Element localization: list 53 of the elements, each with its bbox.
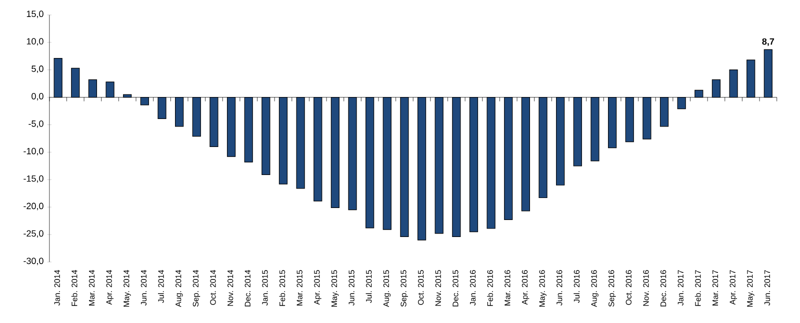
x-tick-label: May. 2014: [124, 270, 131, 307]
x-tick-label: Apr. 2014: [106, 270, 114, 305]
x-tick-label: Jun. 2014: [140, 270, 147, 306]
x-tick-label: Jan. 2016: [470, 270, 476, 306]
x-tick-label: Mar. 2017: [712, 270, 718, 306]
x-tick-label: Mar. 2016: [504, 270, 510, 306]
x-tick-label: Jan. 2015: [262, 270, 268, 306]
x-tick-label: Sep. 2015: [400, 270, 408, 307]
x-tick-label: Mar. 2015: [296, 270, 302, 306]
y-tick-label: -5,0: [28, 120, 44, 128]
y-tick-label: -15,0: [24, 175, 44, 183]
y-tick-label: 5,0: [32, 66, 44, 73]
y-tick-label: -30,0: [24, 258, 44, 266]
x-tick-label: Jul. 2016: [574, 270, 580, 303]
data-label: 8,7: [762, 38, 774, 46]
x-tick-label: May. 2016: [539, 270, 546, 307]
x-tick-label: Sep. 2016: [608, 270, 616, 307]
x-tick-label: Oct. 2016: [626, 270, 632, 305]
x-tick-label: Apr. 2017: [730, 270, 737, 305]
x-tick-label: Dec. 2014: [244, 270, 250, 306]
x-tick-label: Feb. 2016: [487, 270, 493, 306]
x-tick-label: Apr. 2016: [522, 270, 530, 305]
x-tick-label: Dec. 2016: [660, 270, 666, 306]
y-tick-label: 0,0: [32, 93, 44, 100]
y-tick-label: 10,0: [26, 38, 44, 46]
y-tick-label: -10,0: [24, 148, 44, 156]
x-tick-label: Feb. 2015: [279, 270, 286, 306]
x-tick-label: Aug. 2015: [383, 270, 391, 307]
x-tick-label: Jan. 2014: [54, 270, 60, 306]
x-tick-label: Jan. 2017: [678, 270, 684, 306]
x-tick-label: Nov. 2015: [435, 270, 441, 306]
y-tick-label: -25,0: [24, 230, 44, 238]
x-tick-label: Mar. 2014: [88, 270, 95, 306]
x-tick-label: May. 2017: [747, 270, 754, 307]
y-tick-label: -20,0: [24, 202, 44, 210]
x-tick-label: Apr. 2015: [314, 270, 322, 305]
x-tick-label: Sep. 2014: [192, 270, 200, 307]
x-tick-label: Feb. 2017: [694, 270, 701, 306]
x-tick-label: Nov. 2014: [227, 270, 234, 306]
x-tick-label: Oct. 2015: [418, 270, 424, 305]
y-tick-label: 15,0: [26, 10, 44, 18]
x-tick-label: Jul. 2015: [366, 270, 372, 303]
x-tick-label: Aug. 2016: [591, 270, 598, 307]
x-tick-label: Nov. 2016: [643, 270, 649, 306]
x-tick-label: Jul. 2014: [158, 270, 164, 303]
x-tick-label: Jun. 2016: [556, 270, 562, 306]
x-tick-label: Oct. 2014: [210, 270, 216, 305]
x-tick-label: Jun. 2017: [764, 270, 770, 306]
x-tick-label: Jun. 2015: [348, 270, 354, 306]
x-tick-label: Feb. 2014: [71, 270, 78, 306]
x-tick-label: Dec. 2015: [452, 270, 458, 306]
x-tick-label: May. 2015: [331, 270, 339, 307]
x-tick-label: Aug. 2014: [176, 270, 183, 307]
